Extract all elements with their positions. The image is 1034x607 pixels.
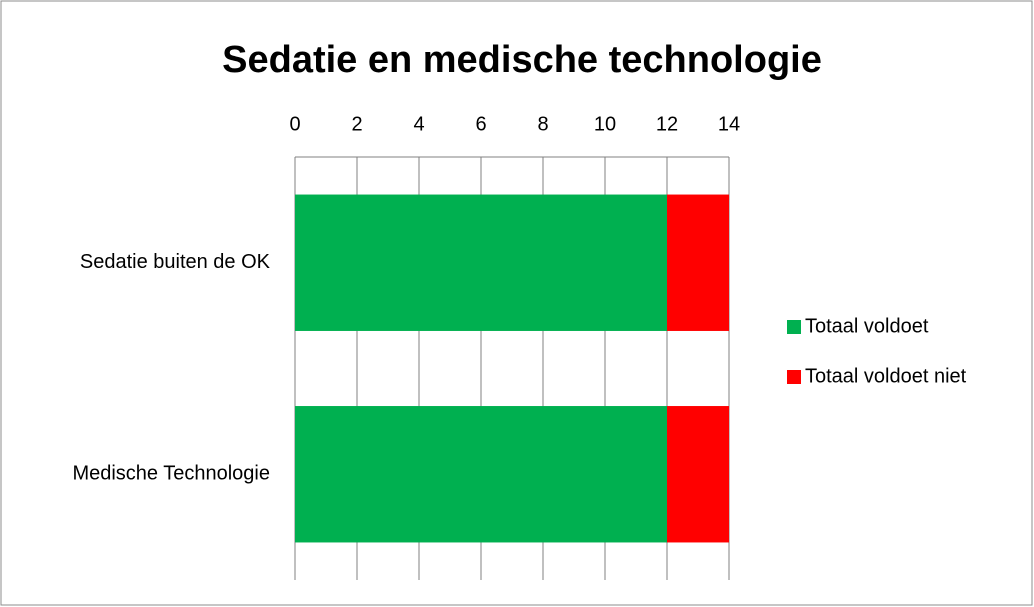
x-tick-label: 4: [413, 113, 424, 135]
legend-label: Totaal voldoet: [805, 315, 929, 337]
x-tick-label: 10: [594, 113, 616, 135]
bar-segment: [667, 194, 729, 331]
legend-label: Totaal voldoet niet: [805, 365, 967, 387]
legend-swatch: [787, 320, 801, 334]
y-tick-label: Sedatie buiten de OK: [80, 251, 271, 273]
x-tick-label: 8: [537, 113, 548, 135]
y-tick-label: Medische Technologie: [72, 463, 270, 485]
legend-swatch: [787, 370, 801, 384]
x-tick-label: 6: [475, 113, 486, 135]
x-tick-label: 0: [289, 113, 300, 135]
bar-segment: [295, 406, 667, 543]
x-tick-label: 14: [718, 113, 740, 135]
x-tick-label: 12: [656, 113, 678, 135]
x-tick-label: 2: [351, 113, 362, 135]
chart-title: Sedatie en medische technologie: [222, 39, 822, 81]
bar-segment: [295, 194, 667, 331]
bar-segment: [667, 406, 729, 543]
